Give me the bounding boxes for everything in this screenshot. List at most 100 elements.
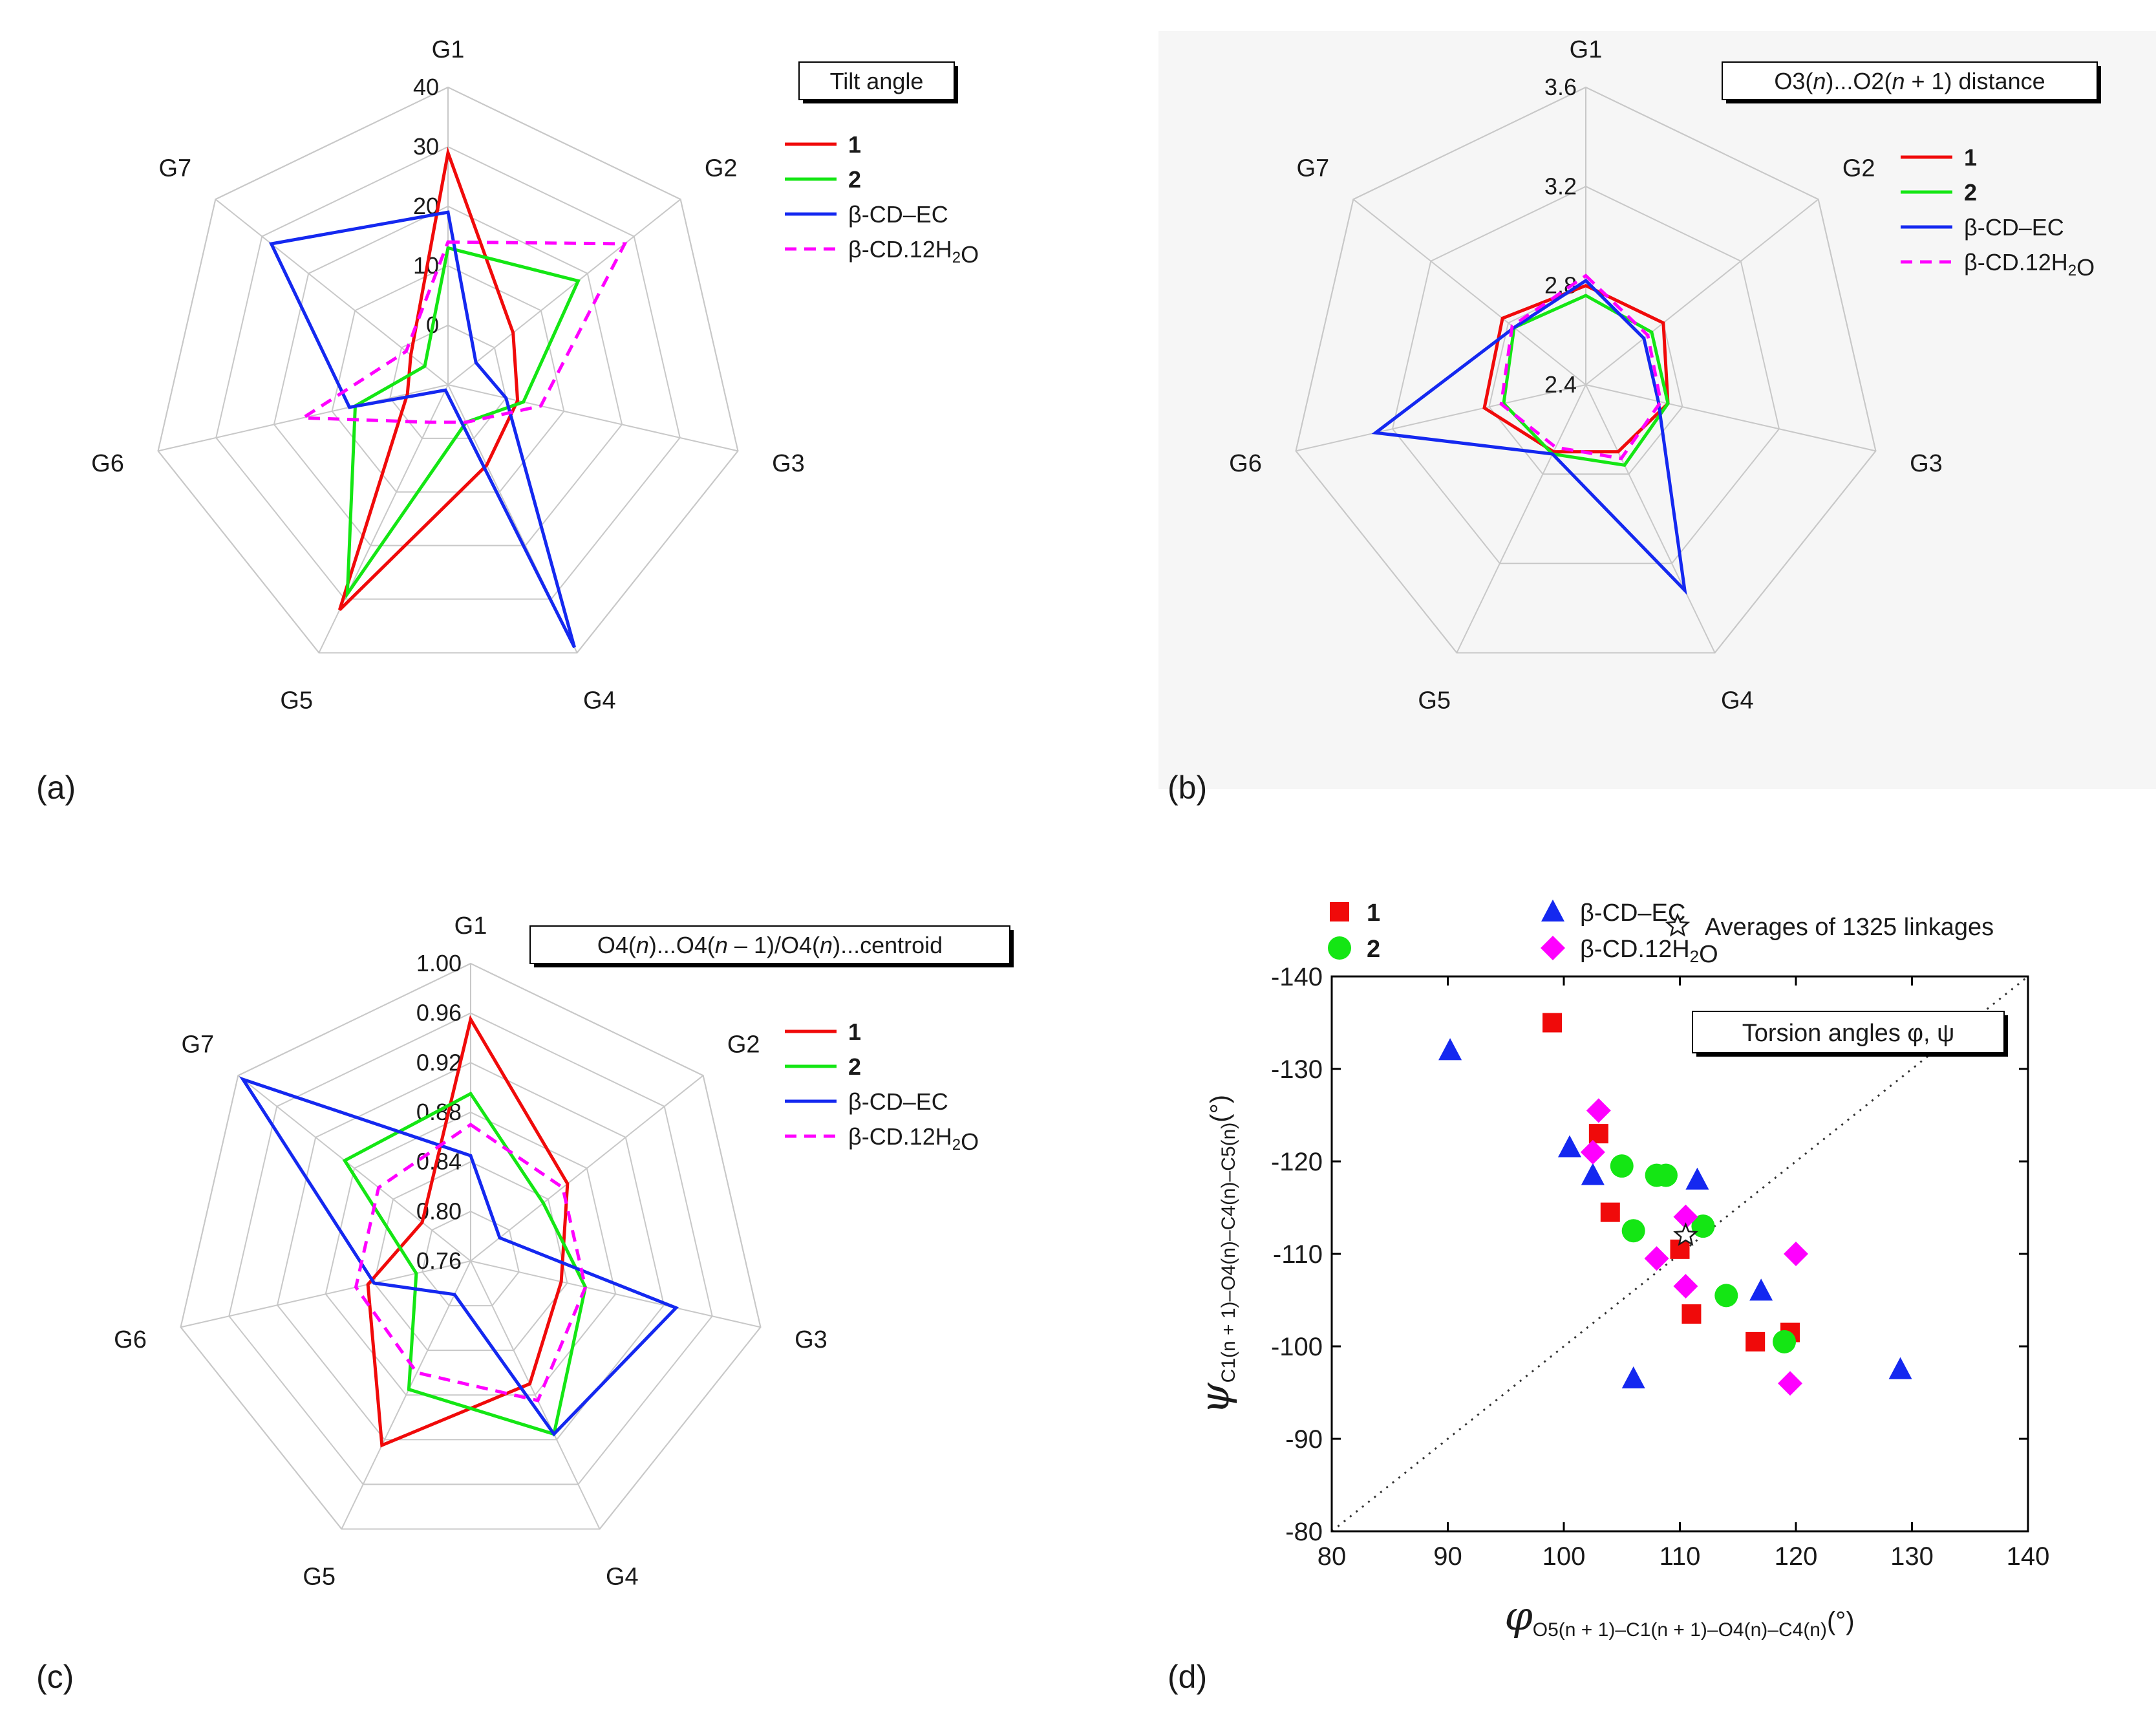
axis-label-g4: G4 — [583, 687, 616, 715]
data-point-2 — [1557, 1135, 1581, 1158]
grid-spoke — [470, 1075, 704, 1262]
data-point-0 — [1681, 1304, 1702, 1324]
title-box — [1692, 1011, 2005, 1053]
grid-spoke — [447, 199, 681, 385]
legend-label-0: 1 — [1964, 144, 1977, 171]
axis-label-g7: G7 — [158, 155, 191, 182]
grid-spoke — [447, 384, 738, 452]
series-line-1 — [342, 1091, 588, 1436]
grid-ring-2 — [331, 264, 565, 493]
title-box — [529, 925, 1010, 964]
title-box — [798, 61, 955, 100]
grid-ring-2 — [1391, 186, 1780, 565]
y-tick-label: -140 — [1271, 963, 1323, 991]
legend-label-0: 1 — [848, 131, 861, 158]
x-tick-label: 130 — [1890, 1542, 1934, 1571]
chart-title: O3(n)...O2(n + 1) distance — [1774, 68, 2045, 94]
legend-label-2: β-CD–EC — [848, 201, 948, 228]
grid-ring-2 — [373, 1161, 568, 1352]
axis-label-g7: G7 — [1296, 155, 1329, 182]
diagonal-reference-line — [1331, 975, 2029, 1533]
grid-ring-1 — [389, 324, 507, 439]
title-box — [1722, 61, 2098, 100]
grid-outer-ring — [1295, 86, 1877, 654]
grid-spoke — [1585, 384, 1876, 452]
grid-ring-4 — [276, 1062, 665, 1441]
data-point-0 — [1600, 1202, 1620, 1222]
data-point-2 — [1621, 1366, 1645, 1389]
tick-label: 3.6 — [1544, 74, 1577, 100]
data-point-0 — [1542, 1013, 1563, 1033]
grid-spoke — [1296, 384, 1586, 452]
legend-marker-3 — [1541, 936, 1565, 960]
grid-spoke — [341, 1260, 471, 1529]
y-tick-label: -90 — [1285, 1425, 1323, 1454]
legend-label-3: β-CD.12H2O — [1964, 249, 2095, 281]
data-point-3 — [1586, 1098, 1611, 1123]
grid-ring-1 — [422, 1211, 520, 1307]
data-point-0 — [1745, 1331, 1766, 1352]
data-point-2 — [1888, 1357, 1912, 1379]
series-line-1 — [345, 246, 581, 599]
grid-spoke — [1585, 199, 1819, 385]
data-point-3 — [1784, 1242, 1808, 1266]
legend-marker-2 — [1541, 900, 1564, 921]
data-point-2 — [1581, 1163, 1605, 1185]
legend-label-3: β-CD.12H2O — [848, 236, 979, 268]
x-tick-label: 140 — [2007, 1542, 2050, 1571]
data-point-1 — [1621, 1219, 1645, 1243]
data-point-1 — [1654, 1163, 1678, 1187]
data-point-3 — [1778, 1371, 1803, 1396]
tick-label: 0.76 — [416, 1247, 462, 1274]
axis-label-g1: G1 — [432, 36, 465, 63]
axis-label-g1: G1 — [1570, 36, 1603, 63]
data-point-4 — [1673, 1222, 1698, 1246]
axis-label-g5: G5 — [1418, 687, 1451, 715]
grid-ring-5 — [228, 1012, 713, 1485]
legend-label-1: 2 — [1964, 179, 1977, 206]
data-point-1 — [1610, 1154, 1634, 1178]
series-line-0 — [366, 1015, 570, 1448]
axis-label-g3: G3 — [772, 450, 805, 477]
tick-label: 2.4 — [1544, 371, 1577, 398]
panel-label: (d) — [1168, 1659, 1207, 1695]
grid-ring-1 — [1488, 285, 1683, 475]
axis-label-g1: G1 — [454, 912, 487, 940]
legend-marker-1 — [1328, 936, 1351, 960]
chart-title: Tilt angle — [830, 68, 924, 94]
data-point-2 — [1438, 1038, 1462, 1061]
grid-spoke — [1585, 384, 1716, 653]
grid-spoke — [470, 1260, 761, 1328]
axis-label-g6: G6 — [114, 1326, 147, 1353]
grid-ring-3 — [273, 205, 623, 546]
data-point-1 — [1773, 1330, 1797, 1353]
legend-label-0: 1 — [848, 1018, 861, 1045]
panel-label: (c) — [36, 1659, 74, 1695]
tick-label: 3.2 — [1544, 173, 1577, 199]
x-tick-label: 120 — [1775, 1542, 1818, 1571]
panel-background — [1158, 31, 2156, 789]
legend-label-2: β-CD–EC — [848, 1088, 948, 1115]
grid-spoke — [237, 1075, 471, 1262]
y-tick-label: -80 — [1285, 1518, 1323, 1546]
y-tick-label: -120 — [1271, 1148, 1323, 1176]
axis-label-g4: G4 — [606, 1564, 639, 1591]
legend-label-4: Averages of 1325 linkages — [1705, 914, 1994, 941]
legend-marker-4 — [1665, 912, 1691, 937]
axis-label-g3: G3 — [795, 1326, 827, 1353]
y-tick-label: -110 — [1273, 1240, 1323, 1269]
data-point-2 — [1685, 1167, 1709, 1190]
data-point-2 — [1749, 1278, 1773, 1301]
series-line-2 — [269, 210, 577, 649]
legend-label-0: 1 — [1367, 900, 1380, 927]
y-axis-label: ψC1(n + 1)–O4(n)–C4(n)–C5(n)(°) — [1191, 1095, 1239, 1414]
legend-label-1: 2 — [848, 1053, 861, 1080]
legend-label-1: 2 — [848, 166, 861, 193]
grid-spoke — [1352, 199, 1586, 385]
grid-ring-3 — [325, 1111, 617, 1396]
tick-label: 0.92 — [416, 1049, 462, 1075]
y-tick-label: -100 — [1271, 1333, 1323, 1361]
legend-marker-0 — [1330, 902, 1349, 921]
